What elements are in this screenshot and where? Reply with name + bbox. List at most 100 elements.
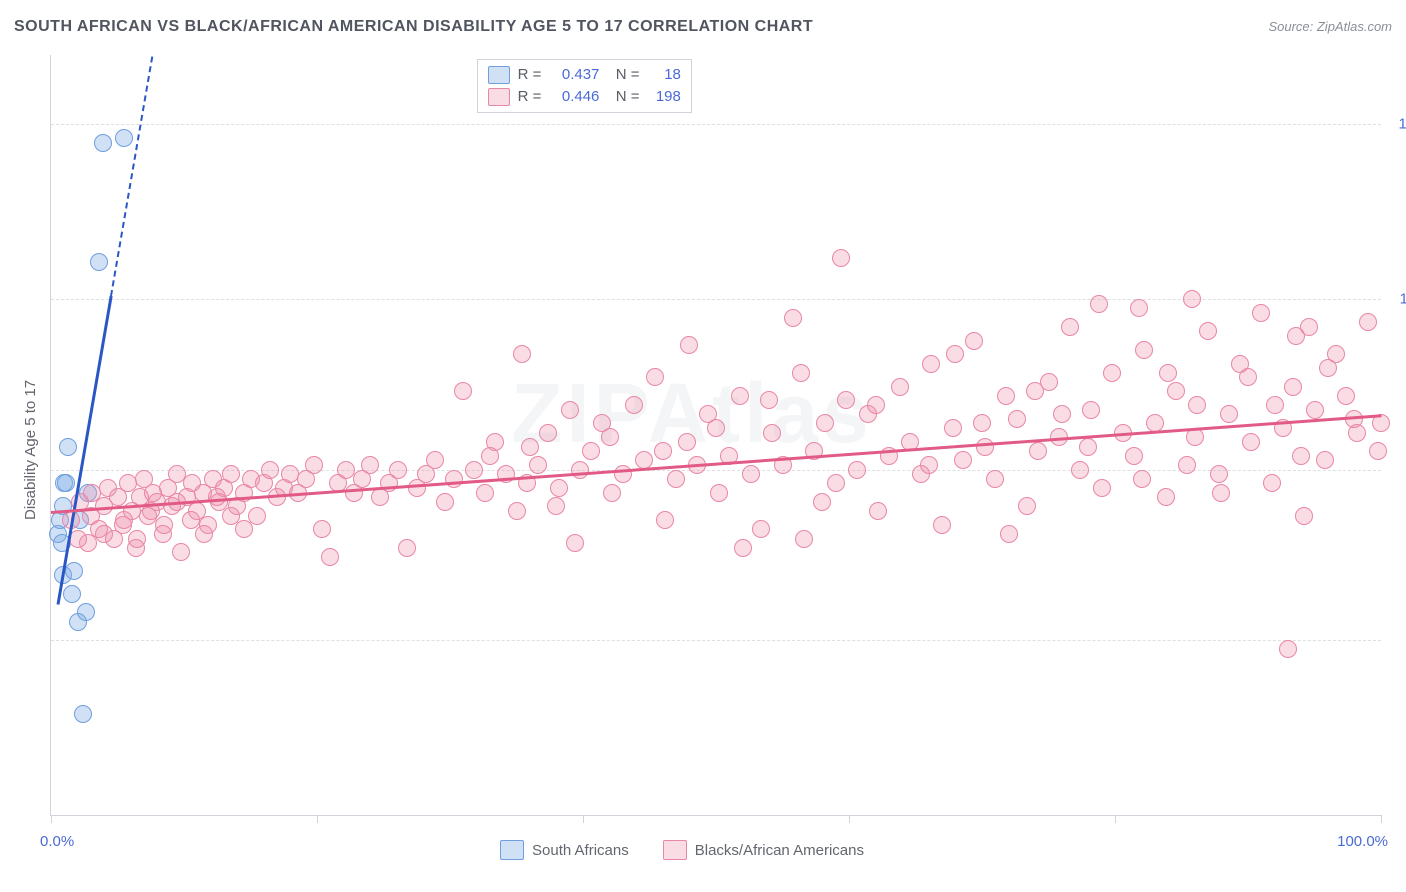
scatter-plot-area: ZIPAtlas 3.8%7.5%11.2%15.0%R =0.437 N =1…	[50, 55, 1381, 816]
data-point	[601, 428, 619, 446]
data-point	[734, 539, 752, 557]
data-point	[1159, 364, 1177, 382]
data-point	[1082, 401, 1100, 419]
data-point	[1369, 442, 1387, 460]
data-point	[827, 474, 845, 492]
data-point	[1295, 507, 1313, 525]
data-point	[1133, 470, 1151, 488]
data-point	[1300, 318, 1318, 336]
legend-stats-row: R =0.437 N =18	[488, 64, 681, 86]
data-point	[321, 548, 339, 566]
data-point	[63, 585, 81, 603]
data-point	[1079, 438, 1097, 456]
trend-line-extension	[110, 56, 153, 296]
gridline-horizontal	[51, 124, 1381, 125]
y-tick-label: 7.5%	[1391, 461, 1406, 478]
data-point	[1000, 525, 1018, 543]
title-bar: SOUTH AFRICAN VS BLACK/AFRICAN AMERICAN …	[14, 18, 1392, 36]
data-point	[1167, 382, 1185, 400]
data-point	[57, 474, 75, 492]
legend-stats-box: R =0.437 N =18R =0.446 N =198	[477, 59, 692, 113]
data-point	[1242, 433, 1260, 451]
data-point	[454, 382, 472, 400]
data-point	[1125, 447, 1143, 465]
data-point	[465, 461, 483, 479]
data-point	[1252, 304, 1270, 322]
data-point	[792, 364, 810, 382]
data-point	[946, 345, 964, 363]
x-tick	[583, 815, 584, 823]
legend-bottom: South Africans Blacks/African Americans	[500, 840, 864, 860]
data-point	[816, 414, 834, 432]
data-point	[1008, 410, 1026, 428]
legend-swatch	[500, 840, 524, 860]
legend-swatch	[663, 840, 687, 860]
data-point	[1284, 378, 1302, 396]
data-point	[1279, 640, 1297, 658]
data-point	[521, 438, 539, 456]
legend-label: Blacks/African Americans	[695, 842, 864, 859]
data-point	[172, 543, 190, 561]
data-point	[261, 461, 279, 479]
data-point	[832, 249, 850, 267]
data-point	[813, 493, 831, 511]
data-point	[1210, 465, 1228, 483]
data-point	[614, 465, 632, 483]
data-point	[1359, 313, 1377, 331]
data-point	[837, 391, 855, 409]
data-point	[848, 461, 866, 479]
data-point	[426, 451, 444, 469]
data-point	[763, 424, 781, 442]
data-point	[550, 479, 568, 497]
data-point	[973, 414, 991, 432]
x-tick-label-min: 0.0%	[40, 833, 74, 850]
x-tick	[51, 815, 52, 823]
data-point	[710, 484, 728, 502]
data-point	[208, 488, 226, 506]
data-point	[1018, 497, 1036, 515]
data-point	[77, 603, 95, 621]
data-point	[248, 507, 266, 525]
data-point	[1183, 290, 1201, 308]
y-tick-label: 11.2%	[1391, 291, 1406, 308]
data-point	[94, 134, 112, 152]
legend-swatch	[488, 88, 510, 106]
data-point	[625, 396, 643, 414]
x-tick	[317, 815, 318, 823]
data-point	[235, 520, 253, 538]
legend-item: Blacks/African Americans	[663, 840, 864, 860]
legend-n-label: N =	[607, 86, 639, 108]
data-point	[1306, 401, 1324, 419]
data-point	[1029, 442, 1047, 460]
data-point	[1090, 295, 1108, 313]
data-point	[680, 336, 698, 354]
data-point	[513, 345, 531, 363]
x-tick	[849, 815, 850, 823]
data-point	[891, 378, 909, 396]
data-point	[933, 516, 951, 534]
data-point	[476, 484, 494, 502]
data-point	[752, 520, 770, 538]
data-point	[678, 433, 696, 451]
data-point	[305, 456, 323, 474]
data-point	[656, 511, 674, 529]
data-point	[1178, 456, 1196, 474]
gridline-horizontal	[51, 299, 1381, 300]
data-point	[1130, 299, 1148, 317]
data-point	[997, 387, 1015, 405]
legend-r-label: R =	[518, 86, 542, 108]
x-tick	[1115, 815, 1116, 823]
data-point	[965, 332, 983, 350]
data-point	[667, 470, 685, 488]
data-point	[1239, 368, 1257, 386]
legend-n-label: N =	[607, 64, 639, 86]
data-point	[1135, 341, 1153, 359]
data-point	[155, 516, 173, 534]
data-point	[986, 470, 1004, 488]
data-point	[1337, 387, 1355, 405]
data-point	[1053, 405, 1071, 423]
gridline-horizontal	[51, 640, 1381, 641]
legend-label: South Africans	[532, 842, 629, 859]
data-point	[1093, 479, 1111, 497]
legend-stats-row: R =0.446 N =198	[488, 86, 681, 108]
